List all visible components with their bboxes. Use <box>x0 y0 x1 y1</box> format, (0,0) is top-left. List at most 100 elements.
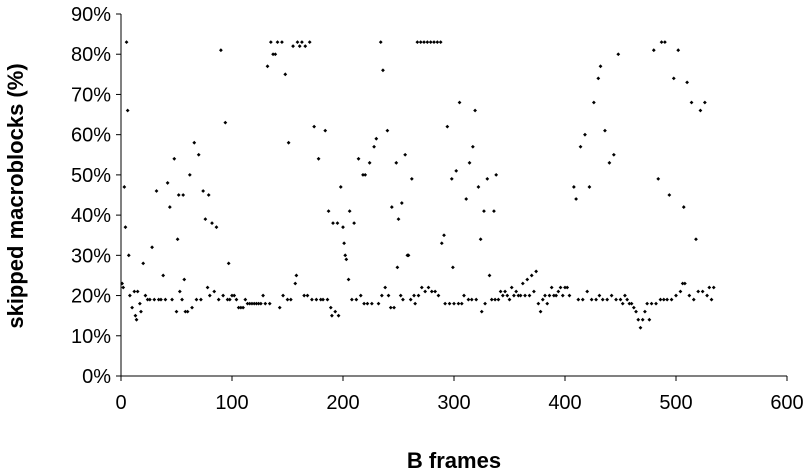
data-point <box>654 301 658 306</box>
data-point <box>578 144 583 149</box>
data-point <box>207 293 212 298</box>
data-point <box>363 172 368 177</box>
data-point <box>689 100 694 105</box>
data-point <box>312 124 317 129</box>
data-point <box>172 156 177 161</box>
data-point <box>456 301 461 306</box>
data-point <box>659 40 664 45</box>
data-point <box>362 301 366 306</box>
data-point <box>141 261 146 266</box>
data-point <box>352 221 356 226</box>
data-point <box>379 293 384 298</box>
data-point <box>470 144 475 149</box>
x-tick-label: 200 <box>326 392 359 414</box>
data-point <box>196 152 201 157</box>
data-point <box>627 301 632 306</box>
data-point <box>286 140 291 145</box>
data-point <box>295 40 300 45</box>
data-point <box>187 172 192 177</box>
data-point <box>482 209 486 213</box>
data-point <box>302 293 307 298</box>
data-point <box>433 289 438 294</box>
data-point <box>505 293 510 298</box>
data-point <box>134 317 139 322</box>
data-point <box>156 297 161 302</box>
data-point <box>330 313 334 318</box>
data-point <box>241 305 245 310</box>
data-point <box>297 44 302 49</box>
data-point <box>372 144 376 149</box>
data-point <box>525 277 530 282</box>
y-tick-label: 50% <box>71 165 111 187</box>
data-point <box>406 253 411 258</box>
data-point <box>335 221 340 226</box>
data-point <box>527 293 532 298</box>
data-point <box>607 160 612 165</box>
data-point <box>496 297 501 302</box>
data-point <box>698 108 703 113</box>
data-point <box>520 281 525 286</box>
data-point <box>493 297 497 302</box>
data-point <box>307 40 312 45</box>
y-tick-label: 30% <box>71 245 111 267</box>
data-point <box>180 297 184 302</box>
data-point <box>464 197 469 201</box>
data-point <box>265 64 270 69</box>
data-point <box>449 177 454 181</box>
data-points <box>120 40 716 330</box>
data-point <box>694 237 698 242</box>
data-point <box>565 285 570 290</box>
data-point <box>120 281 125 286</box>
data-point <box>216 297 221 302</box>
data-point <box>252 301 257 306</box>
data-point <box>150 245 154 250</box>
data-point <box>326 209 331 213</box>
data-point <box>271 52 275 57</box>
axes <box>116 13 788 381</box>
data-point <box>454 168 459 173</box>
data-point <box>267 301 272 306</box>
data-point <box>545 301 550 306</box>
data-point <box>631 305 636 310</box>
y-axis-title: skipped macroblocks (%) <box>3 63 28 328</box>
y-tick-label: 90% <box>71 4 111 26</box>
data-point <box>603 128 607 133</box>
data-point <box>423 289 428 294</box>
data-point <box>661 297 666 302</box>
data-point <box>432 40 436 45</box>
data-point <box>563 285 567 290</box>
data-point <box>331 221 335 226</box>
data-point <box>176 193 181 197</box>
data-point <box>681 205 686 209</box>
data-point <box>643 309 647 314</box>
data-point <box>567 293 572 298</box>
data-point <box>203 217 208 222</box>
data-point <box>342 241 347 246</box>
data-point <box>574 197 578 201</box>
data-point <box>605 297 610 302</box>
data-point <box>227 297 232 302</box>
data-point <box>576 297 581 302</box>
data-point <box>691 297 696 302</box>
data-point <box>185 309 190 314</box>
data-point <box>392 305 396 310</box>
data-point <box>367 160 372 165</box>
data-point <box>682 281 687 286</box>
data-point <box>656 177 661 181</box>
data-point <box>620 301 625 306</box>
data-point <box>234 297 239 302</box>
data-point <box>702 100 707 105</box>
data-point <box>310 297 314 302</box>
data-point <box>507 297 512 302</box>
data-point <box>268 40 273 45</box>
data-point <box>705 293 709 298</box>
data-point <box>212 289 217 294</box>
data-point <box>457 100 462 105</box>
data-point <box>321 297 325 302</box>
data-point <box>378 40 383 45</box>
y-tick-label: 60% <box>71 125 111 147</box>
data-point <box>127 293 132 298</box>
data-point <box>167 205 172 209</box>
data-point <box>625 297 630 302</box>
data-point <box>316 156 321 161</box>
